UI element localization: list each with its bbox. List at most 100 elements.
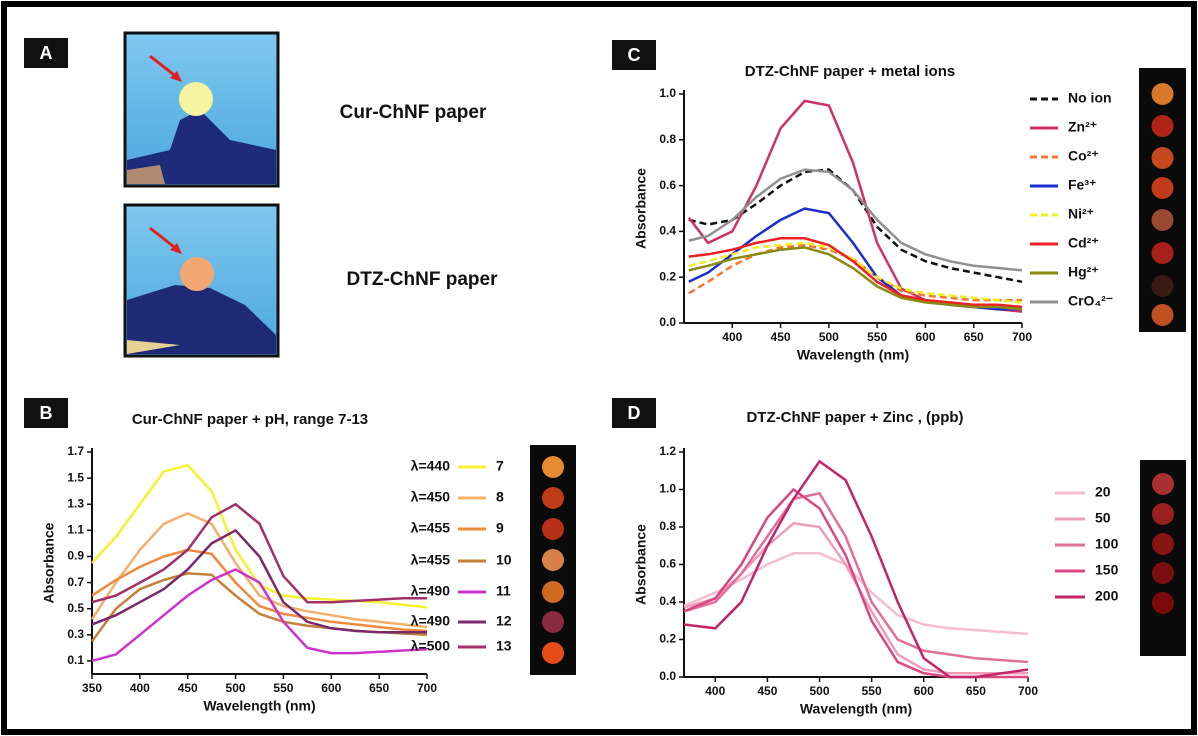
y-axis-label: Absorbance [633, 168, 649, 249]
legend-label: Co²⁺ [1068, 148, 1099, 164]
sample-spot [1152, 503, 1174, 525]
x-tick-label: 700 [1018, 684, 1038, 698]
panel-letter: B [40, 403, 53, 423]
sample-spot [1152, 533, 1174, 555]
legend-label: Cd²⁺ [1068, 235, 1099, 251]
panel-letter: A [40, 43, 53, 63]
y-tick-label: 1.3 [67, 496, 84, 510]
panel-letter-box [24, 38, 68, 68]
y-axis-label: Absorbance [633, 524, 649, 605]
series-line [683, 552, 1029, 636]
x-tick-label: 650 [964, 330, 984, 344]
sample-spot [1151, 83, 1174, 105]
sample-spot [1151, 304, 1174, 326]
legend-label: CrO₄²⁻ [1068, 293, 1113, 309]
x-tick-label: 650 [966, 684, 986, 698]
y-tick-label: 0.4 [659, 224, 676, 238]
y-tick-label: 0.7 [67, 575, 84, 589]
chart-title: DTZ-ChNF paper + metal ions [745, 63, 955, 80]
chart-title: Cur-ChNF paper + pH, range 7-13 [132, 411, 368, 428]
sample-spot [542, 642, 564, 664]
x-tick-label: 400 [722, 330, 742, 344]
y-tick-label: 0.8 [659, 132, 676, 146]
x-tick-label: 400 [705, 684, 725, 698]
panel-letter-box [612, 40, 656, 70]
panel-letter: C [628, 45, 641, 65]
x-tick-label: 550 [862, 684, 882, 698]
sample-spot [542, 549, 564, 571]
x-tick-label: 350 [82, 681, 102, 695]
sample-spot [1151, 147, 1174, 169]
y-tick-label: 1.0 [659, 482, 676, 496]
y-tick-label: 1.1 [67, 523, 84, 537]
panel-letter-box [612, 398, 656, 428]
sample-spot [542, 581, 564, 603]
legend-label: Fe³⁺ [1068, 177, 1096, 193]
peak-label: λ=490 [411, 583, 451, 599]
y-tick-label: 0.9 [67, 549, 84, 563]
series-line [91, 502, 427, 604]
series-line [683, 459, 1029, 679]
photo-label: DTZ-ChNF paper [347, 269, 499, 290]
legend-label: 100 [1095, 536, 1119, 552]
sample-spot [1152, 473, 1174, 495]
sample-spot [542, 456, 564, 478]
series-line [683, 491, 1029, 664]
y-tick-label: 0.5 [67, 601, 84, 615]
y-tick-label: 0.6 [659, 557, 676, 571]
legend-label: 11 [496, 583, 511, 599]
sample-spot [1152, 592, 1174, 614]
legend-label: 50 [1095, 510, 1111, 526]
sample-spot [1151, 177, 1174, 199]
legend-label: 13 [496, 638, 512, 654]
legend-label: 150 [1095, 562, 1119, 578]
series-line [688, 168, 1023, 272]
x-tick-label: 400 [130, 681, 150, 695]
x-tick-label: 450 [757, 684, 777, 698]
series-line [688, 246, 1023, 311]
series-line [91, 528, 427, 634]
peak-label: λ=450 [411, 489, 451, 505]
y-tick-label: 1.2 [659, 444, 676, 458]
x-tick-label: 700 [1012, 330, 1032, 344]
x-tick-label: 600 [915, 330, 935, 344]
y-tick-label: 0.6 [659, 178, 676, 192]
peak-label: λ=490 [411, 613, 451, 629]
x-tick-label: 600 [914, 684, 934, 698]
series-line [91, 548, 428, 633]
legend-label: 8 [496, 489, 504, 505]
x-tick-label: 500 [819, 330, 839, 344]
peak-label: λ=500 [411, 638, 451, 654]
peak-label: λ=455 [411, 520, 451, 536]
x-tick-label: 600 [321, 681, 341, 695]
photo-label: Cur-ChNF paper [340, 102, 487, 123]
chart-title: DTZ-ChNF paper + Zinc , (ppb) [746, 409, 963, 426]
y-tick-label: 0.1 [67, 653, 84, 667]
x-axis-label: Wavelength (nm) [203, 698, 315, 714]
y-tick-label: 0.0 [659, 669, 676, 683]
y-tick-label: 0.2 [659, 269, 676, 283]
y-tick-label: 1.0 [659, 86, 676, 100]
y-tick-label: 1.7 [67, 444, 84, 458]
x-tick-label: 450 [771, 330, 791, 344]
peak-label: λ=440 [411, 458, 451, 474]
y-tick-label: 0.4 [659, 594, 676, 608]
legend-label: 7 [496, 458, 504, 474]
x-tick-label: 500 [226, 681, 246, 695]
x-tick-label: 550 [273, 681, 293, 695]
sample-spot [1152, 562, 1174, 584]
x-axis-label: Wavelength (nm) [800, 701, 912, 717]
y-tick-label: 0.2 [659, 632, 676, 646]
series-line [91, 568, 428, 663]
legend-label: 200 [1095, 588, 1119, 604]
x-axis-label: Wavelength (nm) [797, 347, 909, 363]
sample-spot [542, 518, 564, 540]
legend-label: 20 [1095, 484, 1111, 500]
series-line [90, 512, 428, 629]
sample-spot [542, 487, 564, 509]
y-tick-label: 0.8 [659, 519, 676, 533]
sample-spot [1151, 275, 1174, 297]
series-line [91, 463, 428, 609]
y-tick-label: 0.0 [659, 315, 676, 329]
